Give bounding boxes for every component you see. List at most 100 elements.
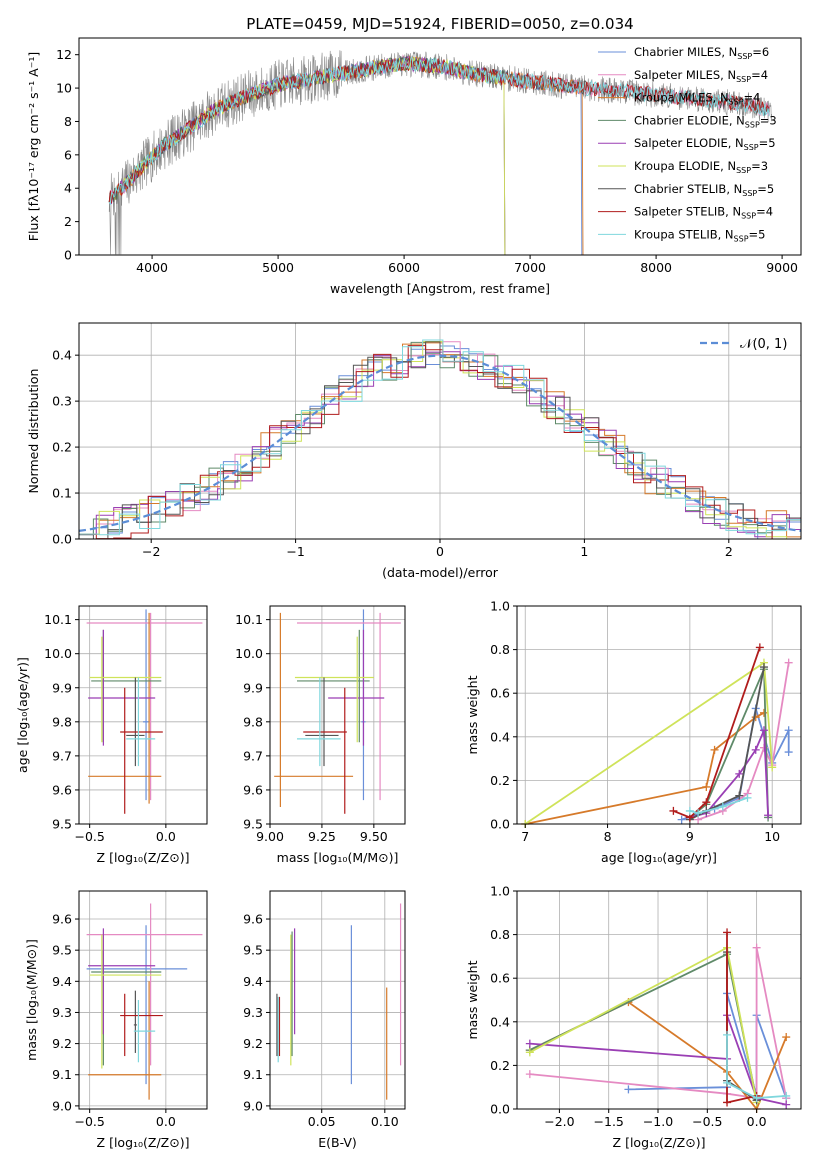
- x-tick-label: 10: [764, 829, 780, 844]
- x-tick-label: 6000: [388, 260, 420, 275]
- series-line: [689, 796, 748, 815]
- y-tick-label: 9.5: [52, 817, 72, 832]
- series-marker: [723, 1098, 732, 1107]
- x-tick-label: 5000: [262, 260, 294, 275]
- legend-label: Chabrier STELIB, NSSP=5: [634, 182, 774, 198]
- x-tick-label: −2.0: [544, 1114, 574, 1129]
- series-kroupa-stelib: [723, 1030, 791, 1103]
- x-axis-label: Z [log₁₀(Z/Z⊙)]: [97, 850, 190, 865]
- z-age-panel: −0.5 0.0 9.5 9.6 9.7 9.8 9.9 10.0 10.1 Z [log₁₀(Z…: [15, 605, 208, 865]
- series-marker: [735, 791, 744, 800]
- page-title: PLATE=0459, MJD=51924, FIBERID=0050, z=0…: [246, 15, 633, 33]
- y-tick-label: 0.0: [490, 1102, 510, 1117]
- y-tick-label: 0.8: [490, 927, 510, 942]
- errorbar-kroupa-elodie: [294, 636, 374, 743]
- y-tick-label: 10.1: [44, 612, 72, 627]
- x-tick-label: 0.0: [747, 1114, 767, 1129]
- x-axis-label: age [log₁₀(age/yr)]: [601, 850, 717, 865]
- legend-label: Chabrier MILES, NSSP=6: [634, 45, 769, 61]
- y-tick-label: 9.5: [52, 943, 72, 958]
- legend-subscript: SSP: [745, 120, 760, 129]
- x-tick-label: 0.0: [156, 829, 176, 844]
- legend-label: Salpeter ELODIE, NSSP=5: [634, 136, 776, 152]
- x-tick-label: 9.50: [360, 829, 388, 844]
- series-marker: [723, 1030, 732, 1039]
- model-spectrum-chabrier-stelib: [108, 55, 770, 203]
- x-tick-label: 9.25: [308, 829, 336, 844]
- y-tick-label: 10.0: [44, 646, 72, 661]
- y-tick-label: 0.6: [490, 686, 510, 701]
- series-marker: [694, 809, 703, 818]
- legend-subscript: SSP: [729, 98, 744, 107]
- y-tick-label: 9.3: [243, 1005, 263, 1020]
- errorbar-salpeter-elodie: [88, 629, 156, 746]
- y-tick-label: 9.3: [52, 1005, 72, 1020]
- series-marker: [759, 663, 768, 672]
- legend-label: Kroupa STELIB, NSSP=5: [634, 227, 765, 243]
- y-tick-label: 9.7: [52, 748, 72, 763]
- y-tick-label: 10.0: [235, 646, 263, 661]
- histogram-chabrier-elodie: [79, 341, 801, 536]
- spectrum-panel: 4000 5000 6000 7000 8000 9000 0 2 4 6 8 10 12 wavelen…: [26, 37, 802, 296]
- series-line: [689, 729, 769, 819]
- plot-area: [276, 903, 402, 1100]
- errorbar-salpeter-miles: [86, 903, 203, 1066]
- y-tick-label: 9.1: [243, 1067, 263, 1082]
- x-tick-label: 8: [604, 829, 612, 844]
- legend-count: =4: [744, 91, 761, 105]
- plot-area: [78, 339, 802, 540]
- errorbar-chabrier-miles: [143, 609, 150, 801]
- plot-area: [108, 50, 772, 256]
- age-weight-panel: 7 8 9 10 0.0 0.2 0.4 0.6 0.8 1.0 age [log₁₀(age/yr…: [465, 599, 802, 865]
- y-tick-label: 9.8: [243, 714, 263, 729]
- axes-frame: [516, 605, 802, 825]
- errorbar-kroupa-miles: [274, 612, 354, 807]
- x-axis-label: mass [log₁₀(M/M⊙)]: [277, 850, 399, 865]
- series-kroupa-stelib: [685, 793, 752, 818]
- y-axis-label: Flux [fλ10⁻¹⁷ erg cm⁻² s⁻¹ A⁻¹]: [26, 52, 41, 241]
- series-marker: [702, 798, 711, 807]
- errorbar-salpeter-elodie: [88, 928, 156, 1035]
- series-marker: [759, 726, 768, 735]
- y-axis-label: Normed distribution: [26, 369, 41, 494]
- model-spectrum-salpeter-stelib: [108, 55, 770, 204]
- x-tick-label: −1: [286, 544, 304, 559]
- errorbar-chabrier-stelib: [133, 990, 137, 1053]
- series-marker: [784, 748, 793, 757]
- y-tick-label: 8: [64, 114, 72, 129]
- errorbar-kroupa-elodie: [89, 636, 162, 743]
- series-marker: [759, 708, 768, 717]
- z-mass-panel: −0.5 0.0 9.0 9.1 9.2 9.3 9.4 9.5 9.6 Z [log₁₀(Z/Z…: [24, 890, 208, 1150]
- legend-subscript: SSP: [741, 212, 756, 221]
- x-tick-label: 0: [436, 544, 444, 559]
- errorbar-chabrier-stelib: [305, 677, 339, 767]
- legend-label: 𝒩(0, 1): [740, 337, 787, 352]
- y-tick-label: 9.4: [52, 974, 72, 989]
- series-marker: [525, 1048, 534, 1057]
- x-axis-label: Z [log₁₀(Z/Z⊙)]: [613, 1135, 706, 1150]
- y-tick-label: 9.2: [52, 1036, 72, 1051]
- y-tick-label: 2: [64, 214, 72, 229]
- y-tick-label: 10: [56, 81, 72, 96]
- x-tick-label: −0.5: [692, 1114, 722, 1129]
- axes-frame: [78, 890, 208, 1110]
- x-tick-label: 2: [725, 544, 733, 559]
- series-marker: [782, 1033, 791, 1042]
- ebv-mass-panel: 0.05 0.10 9.0 9.1 9.2 9.3 9.4 9.5 9.6 E(B-V): [243, 890, 406, 1150]
- x-tick-label: −2: [142, 544, 160, 559]
- errorbar-kroupa-miles: [88, 981, 162, 1100]
- series-marker: [782, 1100, 791, 1109]
- y-tick-label: 9.5: [243, 817, 263, 832]
- legend-count: =5: [749, 227, 766, 241]
- y-axis-label: mass weight: [465, 960, 480, 1039]
- series-chabrier-miles: [677, 704, 793, 824]
- y-axis-label: mass weight: [465, 675, 480, 754]
- series-marker: [710, 745, 719, 754]
- series-marker: [723, 1078, 732, 1087]
- y-tick-label: 0: [64, 248, 72, 263]
- series-marker: [768, 763, 777, 772]
- x-tick-label: −1.5: [594, 1114, 624, 1129]
- legend-subscript: SSP: [742, 189, 757, 198]
- series-marker: [669, 806, 678, 815]
- y-tick-label: 9.5: [243, 943, 263, 958]
